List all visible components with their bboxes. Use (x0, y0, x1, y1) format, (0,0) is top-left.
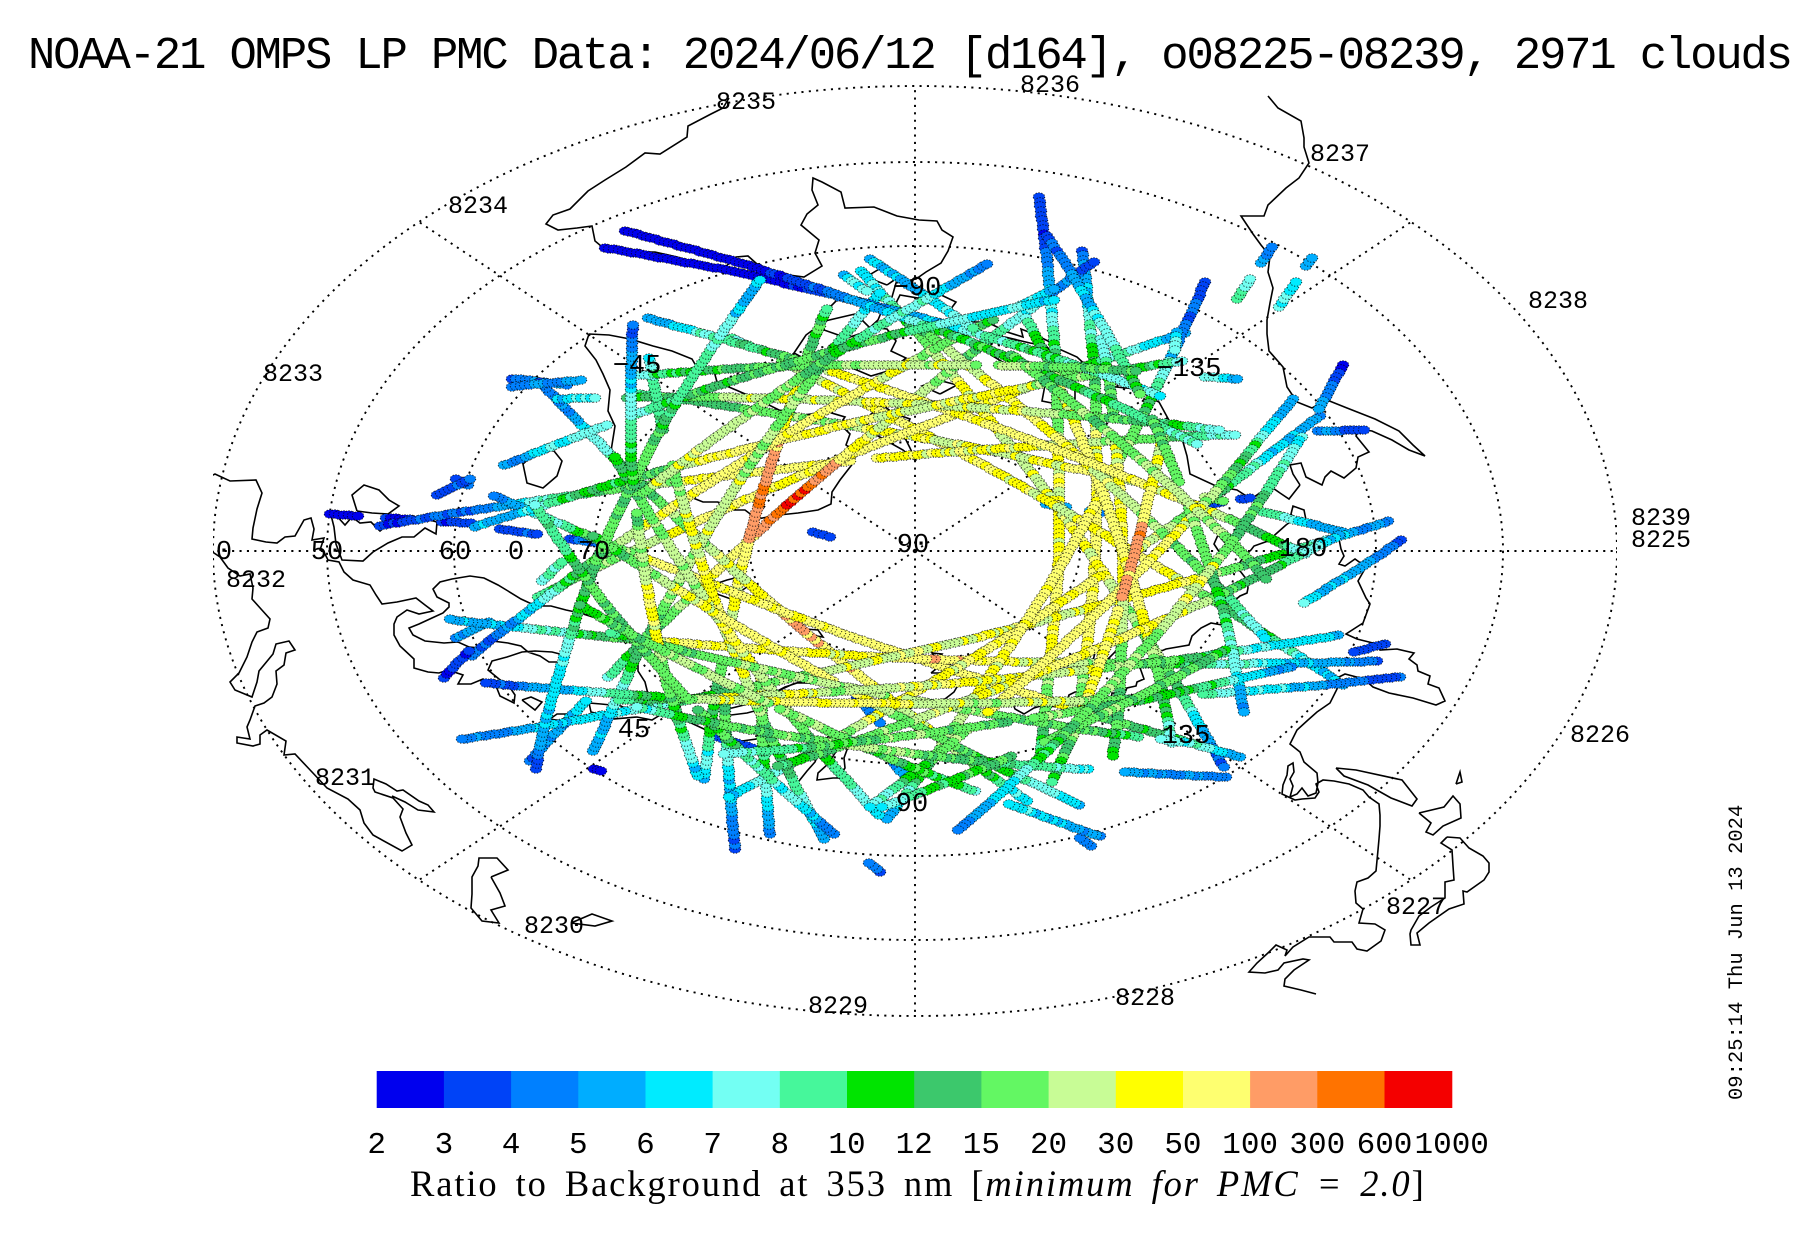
svg-text:60: 60 (439, 538, 471, 568)
svg-text:8233: 8233 (263, 360, 323, 389)
svg-text:8235: 8235 (716, 88, 776, 117)
svg-text:8: 8 (771, 1128, 790, 1163)
svg-text:6: 6 (636, 1128, 655, 1163)
svg-text:8234: 8234 (448, 192, 508, 221)
svg-text:8237: 8237 (1310, 140, 1370, 169)
svg-text:09:25:14 Thu Jun 13 2024: 09:25:14 Thu Jun 13 2024 (1726, 805, 1749, 1100)
svg-text:0: 0 (508, 538, 524, 568)
svg-text:2: 2 (367, 1128, 386, 1163)
svg-text:600: 600 (1357, 1128, 1413, 1163)
svg-text:4: 4 (502, 1128, 521, 1163)
svg-text:50: 50 (1164, 1128, 1201, 1163)
svg-text:3: 3 (435, 1128, 454, 1163)
svg-text:NOAA-21 OMPS LP PMC Data: 2024: NOAA-21 OMPS LP PMC Data: 2024/06/12 [d1… (28, 30, 1791, 82)
svg-text:180: 180 (1279, 535, 1328, 565)
svg-text:8231: 8231 (315, 764, 375, 793)
svg-text:8227: 8227 (1386, 893, 1446, 922)
svg-text:45: 45 (618, 716, 650, 746)
svg-text:90: 90 (897, 531, 929, 561)
svg-text:8238: 8238 (1528, 287, 1588, 316)
svg-text:0: 0 (216, 538, 232, 568)
svg-text:90: 90 (896, 790, 928, 820)
svg-text:8228: 8228 (1115, 984, 1175, 1013)
svg-text:−90: −90 (893, 274, 942, 304)
svg-text:20: 20 (1030, 1128, 1067, 1163)
svg-text:8232: 8232 (226, 566, 286, 595)
svg-text:10: 10 (828, 1128, 865, 1163)
svg-text:8226: 8226 (1570, 721, 1630, 750)
svg-text:12: 12 (896, 1128, 933, 1163)
svg-text:70: 70 (578, 538, 610, 568)
svg-text:8236: 8236 (1020, 71, 1080, 100)
svg-text:300: 300 (1289, 1128, 1345, 1163)
svg-text:100: 100 (1222, 1128, 1278, 1163)
svg-text:−135: −135 (1157, 355, 1222, 385)
svg-text:8230: 8230 (524, 912, 584, 941)
svg-text:1000: 1000 (1414, 1128, 1488, 1163)
svg-text:135: 135 (1162, 722, 1211, 752)
svg-text:8239: 8239 (1631, 504, 1691, 533)
svg-text:15: 15 (963, 1128, 1000, 1163)
svg-text:Ratio to Background at 353 nm: Ratio to Background at 353 nm [minimum f… (410, 1163, 1426, 1204)
svg-text:8229: 8229 (808, 992, 868, 1021)
svg-text:30: 30 (1097, 1128, 1134, 1163)
svg-text:5: 5 (569, 1128, 588, 1163)
svg-text:50: 50 (311, 538, 343, 568)
svg-text:−45: −45 (613, 352, 662, 382)
svg-text:7: 7 (703, 1128, 722, 1163)
